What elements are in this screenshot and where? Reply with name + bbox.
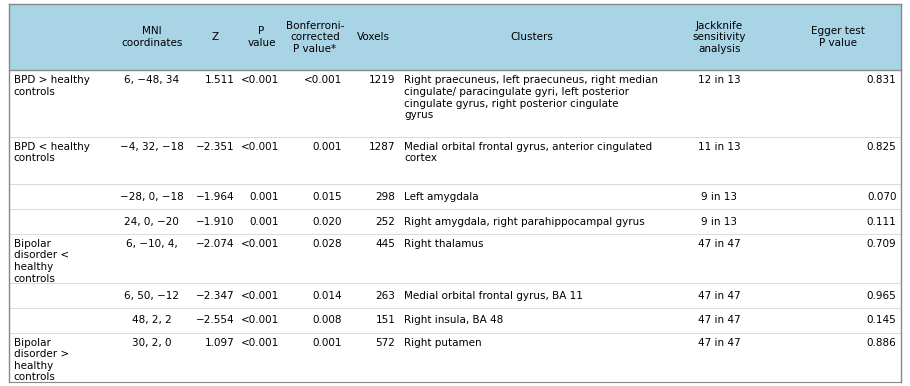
- Text: 252: 252: [375, 217, 395, 227]
- Text: 0.111: 0.111: [866, 217, 896, 227]
- Text: 0.001: 0.001: [312, 338, 342, 348]
- Text: 1287: 1287: [369, 142, 395, 152]
- Text: Voxels: Voxels: [357, 32, 389, 42]
- Text: 0.014: 0.014: [312, 291, 342, 301]
- Text: 9 in 13: 9 in 13: [702, 217, 737, 227]
- Text: 572: 572: [375, 338, 395, 348]
- Text: −2.074: −2.074: [197, 239, 235, 249]
- Text: 0.831: 0.831: [866, 75, 896, 85]
- Text: Z: Z: [212, 32, 219, 42]
- Text: 0.001: 0.001: [250, 217, 279, 227]
- Text: 11 in 13: 11 in 13: [698, 142, 741, 152]
- Text: <0.001: <0.001: [241, 142, 279, 152]
- Text: −2.351: −2.351: [196, 142, 235, 152]
- Text: 48, 2, 2: 48, 2, 2: [132, 315, 172, 325]
- Text: −1.910: −1.910: [197, 217, 235, 227]
- Text: Right amygdala, right parahippocampal gyrus: Right amygdala, right parahippocampal gy…: [404, 217, 645, 227]
- Text: 0.001: 0.001: [250, 192, 279, 202]
- Text: 6, 50, −12: 6, 50, −12: [125, 291, 179, 301]
- Text: 1.511: 1.511: [205, 75, 235, 85]
- Text: 24, 0, −20: 24, 0, −20: [125, 217, 179, 227]
- Text: 12 in 13: 12 in 13: [698, 75, 741, 85]
- Text: <0.001: <0.001: [241, 338, 279, 348]
- Text: Medial orbital frontal gyrus, BA 11: Medial orbital frontal gyrus, BA 11: [404, 291, 583, 301]
- Text: Bonferroni-
corrected
P value*: Bonferroni- corrected P value*: [286, 20, 344, 54]
- Text: MNI
coordinates: MNI coordinates: [121, 26, 183, 48]
- Text: Bipolar
disorder <
healthy
controls: Bipolar disorder < healthy controls: [14, 239, 68, 284]
- Text: 0.015: 0.015: [312, 192, 342, 202]
- Text: <0.001: <0.001: [304, 75, 342, 85]
- Text: <0.001: <0.001: [241, 315, 279, 325]
- Text: Right putamen: Right putamen: [404, 338, 481, 348]
- Text: 47 in 47: 47 in 47: [698, 239, 741, 249]
- Text: 0.028: 0.028: [312, 239, 342, 249]
- Text: 0.145: 0.145: [866, 315, 896, 325]
- Text: 263: 263: [375, 291, 395, 301]
- Text: BPD < healthy
controls: BPD < healthy controls: [14, 142, 89, 163]
- Text: Clusters: Clusters: [511, 32, 553, 42]
- Text: Medial orbital frontal gyrus, anterior cingulated
cortex: Medial orbital frontal gyrus, anterior c…: [404, 142, 652, 163]
- Text: 151: 151: [375, 315, 395, 325]
- Text: 0.070: 0.070: [867, 192, 896, 202]
- Text: Bipolar
disorder >
healthy
controls: Bipolar disorder > healthy controls: [14, 338, 68, 383]
- Text: <0.001: <0.001: [241, 75, 279, 85]
- Text: Left amygdala: Left amygdala: [404, 192, 479, 202]
- Text: −2.347: −2.347: [196, 291, 235, 301]
- Text: −1.964: −1.964: [196, 192, 235, 202]
- Text: 1.097: 1.097: [205, 338, 235, 348]
- Text: Right praecuneus, left praecuneus, right median
cingulate/ paracingulate gyri, l: Right praecuneus, left praecuneus, right…: [404, 75, 658, 120]
- Text: 47 in 47: 47 in 47: [698, 315, 741, 325]
- Text: 6, −10, 4,: 6, −10, 4,: [126, 239, 177, 249]
- Text: Jackknife
sensitivity
analysis: Jackknife sensitivity analysis: [693, 20, 746, 54]
- Text: 0.008: 0.008: [312, 315, 342, 325]
- Text: −2.554: −2.554: [196, 315, 235, 325]
- Text: 47 in 47: 47 in 47: [698, 291, 741, 301]
- Text: 0.965: 0.965: [866, 291, 896, 301]
- Text: Right insula, BA 48: Right insula, BA 48: [404, 315, 503, 325]
- Text: P
value: P value: [248, 26, 276, 48]
- Text: −4, 32, −18: −4, 32, −18: [120, 142, 184, 152]
- Text: 0.825: 0.825: [866, 142, 896, 152]
- Text: Right thalamus: Right thalamus: [404, 239, 484, 249]
- Text: 0.020: 0.020: [312, 217, 342, 227]
- Text: −28, 0, −18: −28, 0, −18: [120, 192, 184, 202]
- Text: 1219: 1219: [369, 75, 395, 85]
- Text: 47 in 47: 47 in 47: [698, 338, 741, 348]
- FancyBboxPatch shape: [9, 4, 901, 70]
- Text: 9 in 13: 9 in 13: [702, 192, 737, 202]
- Text: 445: 445: [375, 239, 395, 249]
- Text: 298: 298: [375, 192, 395, 202]
- Text: 0.001: 0.001: [312, 142, 342, 152]
- Text: 0.709: 0.709: [867, 239, 896, 249]
- Text: 0.886: 0.886: [866, 338, 896, 348]
- Text: <0.001: <0.001: [241, 239, 279, 249]
- Text: 6, −48, 34: 6, −48, 34: [125, 75, 179, 85]
- Text: Egger test
P value: Egger test P value: [811, 26, 864, 48]
- Text: <0.001: <0.001: [241, 291, 279, 301]
- Text: BPD > healthy
controls: BPD > healthy controls: [14, 75, 89, 97]
- Text: 30, 2, 0: 30, 2, 0: [132, 338, 172, 348]
